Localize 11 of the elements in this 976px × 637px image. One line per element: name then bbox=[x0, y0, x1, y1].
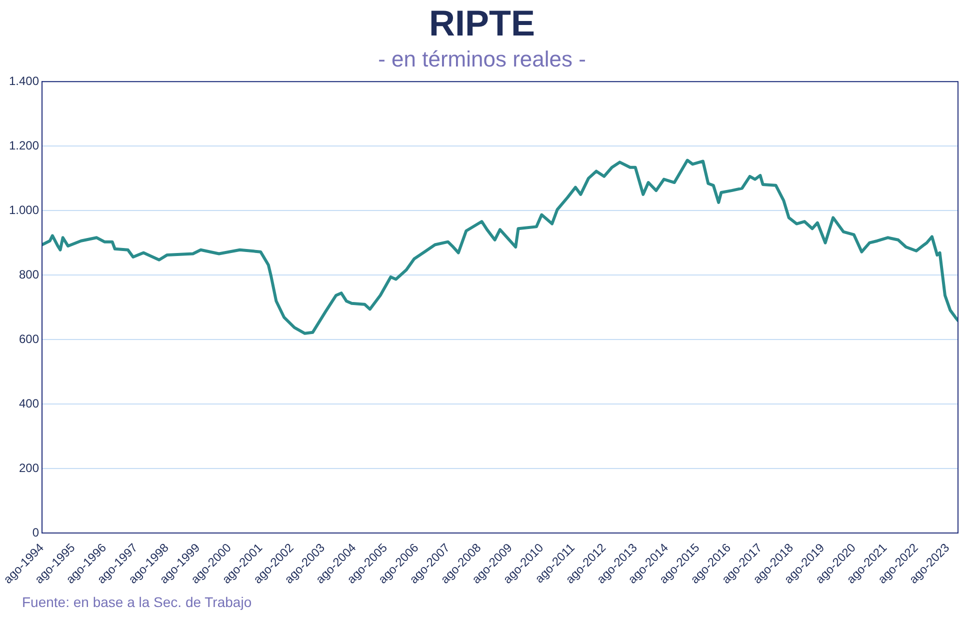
chart-subtitle: - en términos reales - bbox=[378, 46, 586, 72]
y-tick-label: 200 bbox=[19, 460, 40, 475]
y-tick-label: 1.200 bbox=[9, 138, 40, 152]
chart-title: RIPTE bbox=[428, 2, 536, 44]
y-tick-label: 1.000 bbox=[9, 202, 40, 217]
source-note: Fuente: en base a la Sec. de Trabajo bbox=[22, 594, 252, 610]
y-tick-label: 800 bbox=[19, 267, 40, 282]
y-tick-label: 400 bbox=[19, 396, 40, 410]
y-tick-label: 0 bbox=[32, 525, 40, 540]
y-tick-label: 600 bbox=[19, 332, 40, 346]
y-tick-label: 1.400 bbox=[9, 74, 40, 88]
